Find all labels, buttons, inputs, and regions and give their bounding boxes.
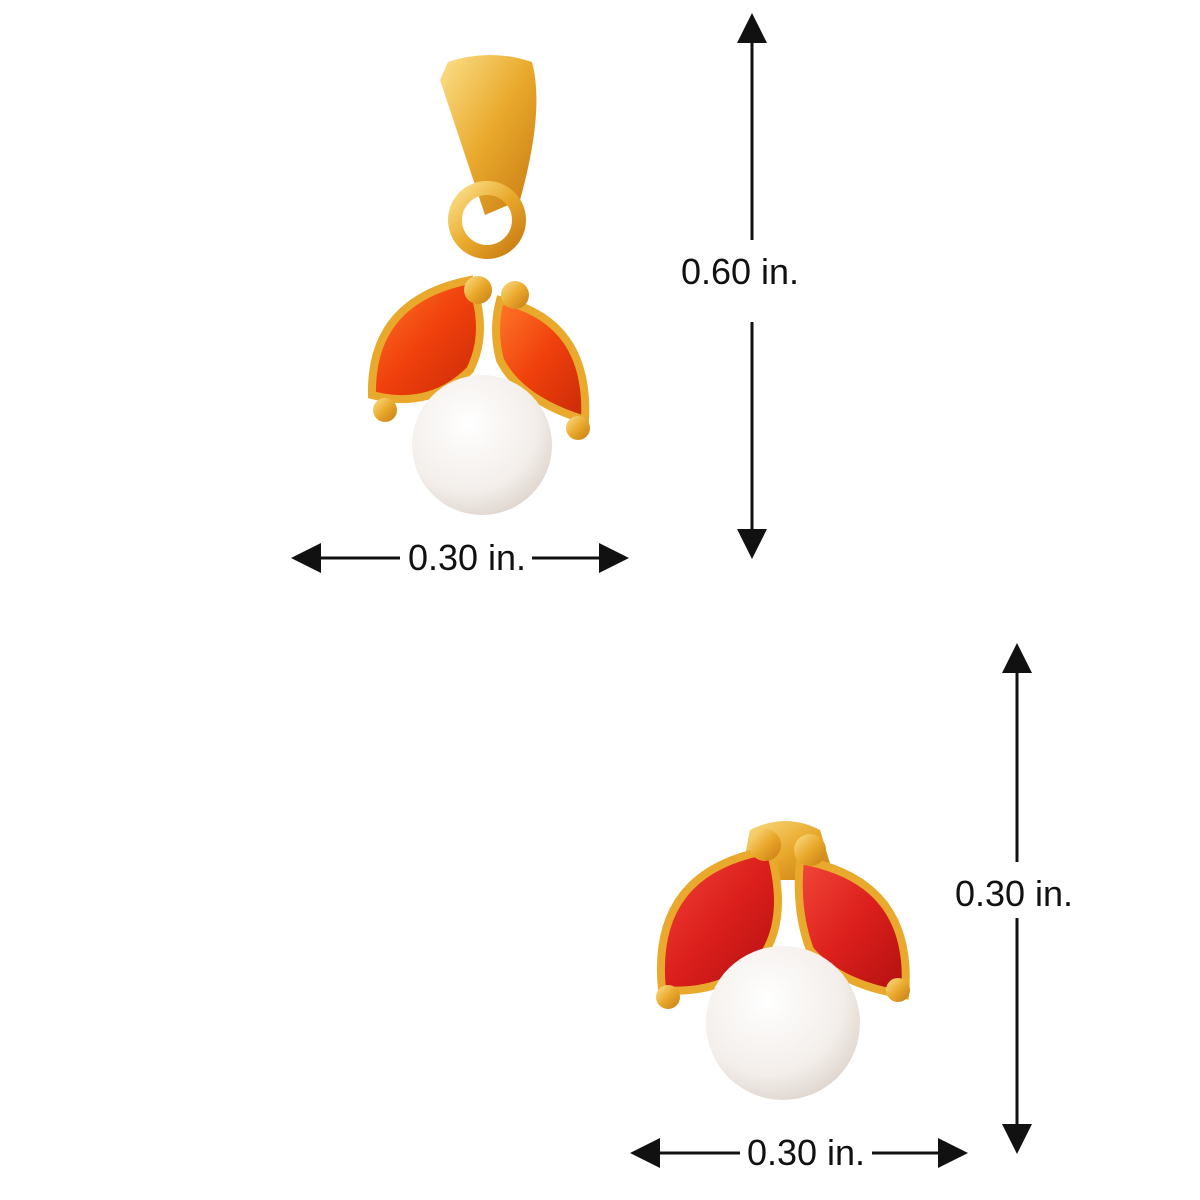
earring-pearl — [706, 946, 860, 1100]
pendant-right-stone — [492, 295, 590, 426]
pendant — [367, 55, 590, 515]
pendant-height-label: 0.60 in. — [681, 251, 799, 292]
pendant-width-label: 0.30 in. — [408, 537, 526, 578]
pendant-pearl — [412, 375, 552, 515]
earring-prong — [886, 978, 910, 1002]
pendant-prong — [501, 281, 529, 309]
earring-width-label: 0.30 in. — [747, 1132, 865, 1173]
pendant-left-stone — [367, 275, 484, 404]
earring-prong — [656, 985, 680, 1009]
pendant-jump-ring — [448, 181, 526, 259]
pendant-prong — [464, 276, 492, 304]
earring-prong — [794, 834, 826, 866]
earring-height-label: 0.30 in. — [955, 873, 1073, 914]
pendant-prong — [566, 416, 590, 440]
earring — [656, 821, 910, 1100]
pendant-prong — [373, 398, 397, 422]
pendant-bail — [440, 55, 537, 215]
earring-prong — [749, 829, 781, 861]
